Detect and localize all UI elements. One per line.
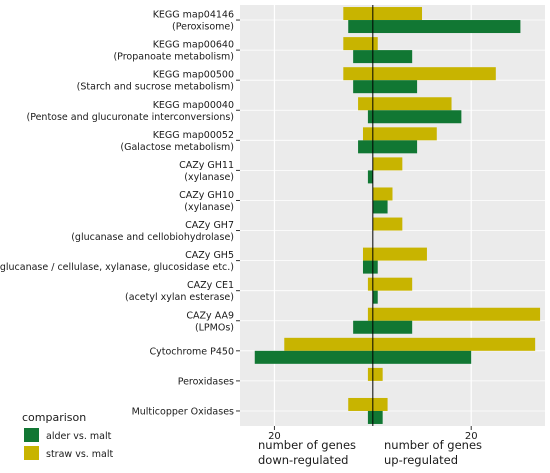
bar-straw-up-2 bbox=[372, 67, 496, 81]
category-label-1-0: KEGG map00640 bbox=[153, 40, 234, 51]
bar-alder-up-6 bbox=[372, 200, 388, 214]
bar-straw-up-6 bbox=[372, 187, 393, 201]
legend-label-straw: straw vs. malt bbox=[46, 449, 114, 460]
x-label-right-line2: up-regulated bbox=[384, 453, 458, 467]
category-label-9-0: CAZy CE1 bbox=[187, 280, 234, 291]
bar-straw-up-10 bbox=[372, 307, 541, 321]
bar-straw-up-9 bbox=[372, 277, 413, 291]
bar-straw-up-7 bbox=[372, 217, 403, 231]
category-label-8-0: CAZy GH5 bbox=[185, 250, 234, 261]
category-label-5-0: CAZy GH11 bbox=[179, 160, 234, 171]
bar-straw-down-9 bbox=[367, 277, 373, 291]
category-label-0-1: (Peroxisome) bbox=[172, 22, 234, 33]
x-label-right-line1: number of genes bbox=[384, 438, 482, 452]
category-label-3-1: (Pentose and glucuronate interconversion… bbox=[26, 112, 234, 123]
bar-alder-down-13 bbox=[367, 410, 373, 424]
bar-straw-down-10 bbox=[367, 307, 373, 321]
bar-alder-down-10 bbox=[353, 320, 373, 334]
bar-alder-up-0 bbox=[372, 20, 521, 34]
category-labels: KEGG map04146(Peroxisome)KEGG map00640(P… bbox=[0, 10, 240, 417]
bar-straw-down-1 bbox=[343, 37, 373, 51]
legend-swatch-straw bbox=[24, 446, 39, 460]
bar-alder-up-3 bbox=[372, 110, 462, 124]
bar-straw-up-11 bbox=[372, 337, 536, 351]
bar-alder-up-13 bbox=[372, 410, 383, 424]
x-label-left-line2: down-regulated bbox=[258, 453, 348, 467]
category-label-11-0: Cytochrome P450 bbox=[149, 346, 234, 357]
category-label-9-1: (acetyl xylan esterase) bbox=[125, 292, 234, 303]
x-label-left-line1: number of genes bbox=[258, 438, 356, 452]
bar-alder-down-3 bbox=[367, 110, 373, 124]
bar-alder-up-4 bbox=[372, 140, 418, 154]
category-label-8-1: (glucanase / cellulase, xylanase, glucos… bbox=[0, 262, 234, 273]
category-label-13-0: Multicopper Oxidases bbox=[132, 406, 234, 417]
category-label-10-0: CAZy AA9 bbox=[186, 310, 234, 321]
bar-alder-down-5 bbox=[367, 170, 373, 184]
legend-swatch-alder bbox=[24, 428, 39, 442]
category-label-7-1: (glucanase and cellobiohydrolase) bbox=[71, 232, 234, 243]
bar-straw-down-13 bbox=[348, 397, 373, 411]
bar-alder-down-4 bbox=[358, 140, 373, 154]
bar-alder-up-1 bbox=[372, 50, 413, 64]
x-tick-label-1: 20 bbox=[465, 431, 478, 442]
legend-title: comparison bbox=[22, 411, 86, 424]
bar-alder-up-9 bbox=[372, 290, 378, 304]
bar-straw-up-3 bbox=[372, 97, 452, 111]
bar-straw-down-4 bbox=[362, 127, 373, 141]
category-label-2-1: (Starch and sucrose metabolism) bbox=[77, 82, 234, 93]
category-label-6-0: CAZy GH10 bbox=[179, 190, 234, 201]
bar-alder-down-2 bbox=[353, 80, 373, 94]
bar-straw-down-12 bbox=[367, 367, 373, 381]
bar-straw-down-8 bbox=[362, 247, 373, 261]
legend-label-alder: alder vs. malt bbox=[46, 431, 112, 442]
bar-straw-up-4 bbox=[372, 127, 437, 141]
bar-straw-down-2 bbox=[343, 67, 373, 81]
category-label-7-0: CAZy GH7 bbox=[185, 220, 234, 231]
bar-straw-up-13 bbox=[372, 397, 388, 411]
bar-straw-up-8 bbox=[372, 247, 427, 261]
category-label-12-0: Peroxidases bbox=[178, 376, 234, 387]
bar-straw-up-5 bbox=[372, 157, 403, 171]
bar-straw-up-0 bbox=[372, 7, 423, 21]
bar-straw-down-3 bbox=[358, 97, 373, 111]
bar-straw-down-0 bbox=[343, 7, 373, 21]
bar-alder-up-8 bbox=[372, 260, 378, 274]
bar-alder-down-0 bbox=[348, 20, 373, 34]
category-label-4-1: (Galactose metabolism) bbox=[120, 142, 234, 153]
bar-alder-up-2 bbox=[372, 80, 418, 94]
bar-alder-up-10 bbox=[372, 320, 413, 334]
category-label-1-1: (Propanoate metabolism) bbox=[113, 52, 234, 63]
category-label-2-0: KEGG map00500 bbox=[153, 70, 234, 81]
bar-straw-down-11 bbox=[284, 337, 373, 351]
category-label-6-1: (xylanase) bbox=[184, 202, 234, 213]
category-label-5-1: (xylanase) bbox=[184, 172, 234, 183]
bar-straw-up-1 bbox=[372, 37, 378, 51]
bar-alder-down-8 bbox=[362, 260, 373, 274]
bar-alder-up-11 bbox=[372, 350, 472, 364]
category-label-0-0: KEGG map04146 bbox=[153, 10, 234, 21]
x-axis-ticks: 20 20 bbox=[268, 426, 478, 442]
category-label-4-0: KEGG map00052 bbox=[153, 130, 234, 141]
bar-alder-down-11 bbox=[254, 350, 373, 364]
x-tick-label-0: 20 bbox=[268, 431, 281, 442]
bar-alder-down-1 bbox=[353, 50, 373, 64]
bars bbox=[254, 7, 541, 424]
bar-straw-up-12 bbox=[372, 367, 383, 381]
legend: comparison alder vs. malt straw vs. malt bbox=[22, 411, 114, 460]
category-label-3-0: KEGG map00040 bbox=[153, 100, 234, 111]
category-label-10-1: (LPMOs) bbox=[195, 322, 234, 333]
